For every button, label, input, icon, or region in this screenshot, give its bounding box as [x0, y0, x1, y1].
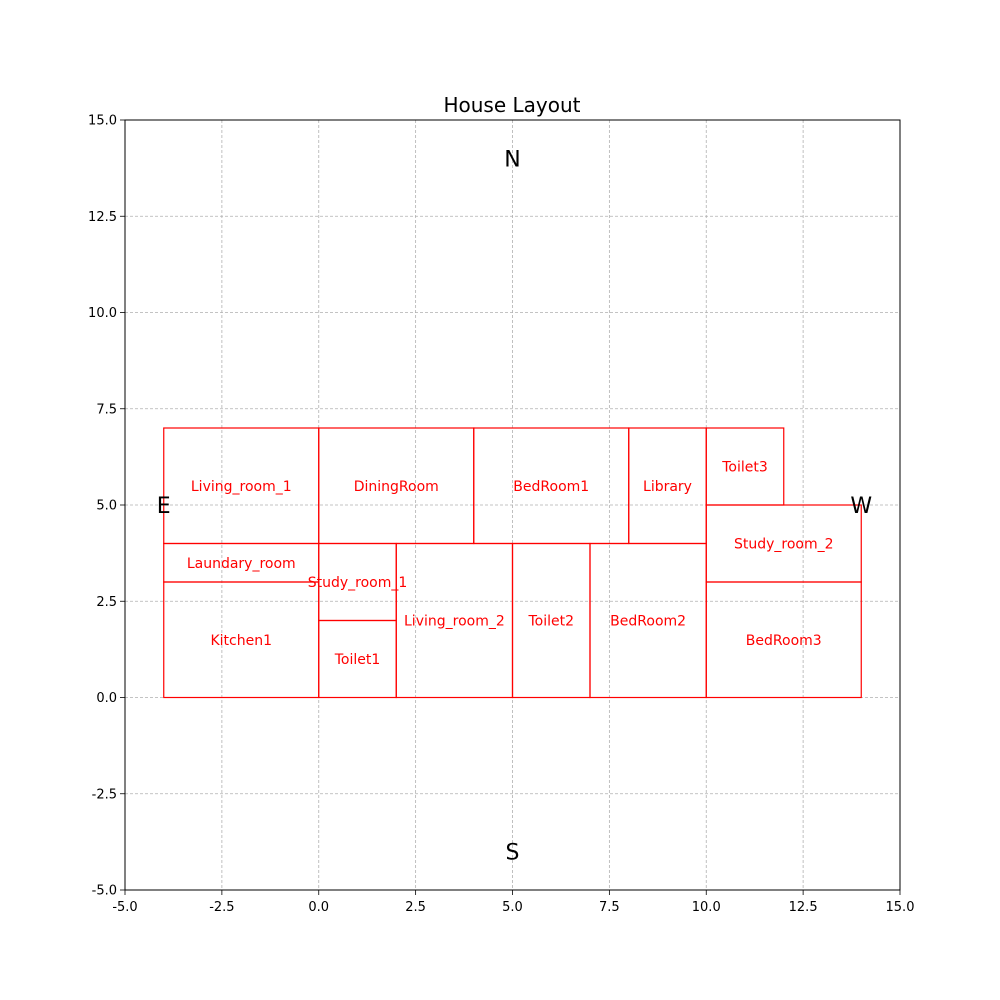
room-toilet1: Toilet1 [318, 619, 397, 699]
room-label: Living_room_1 [191, 479, 292, 495]
room-label: Toilet1 [334, 652, 381, 668]
rooms-layer: Living_room_1 DiningRoom BedRoom1 Library To… [163, 427, 862, 699]
compass-n: N [504, 148, 520, 173]
x-tick-label: 7.5 [599, 900, 620, 915]
room-study-room-2: Study_room_2 [705, 504, 862, 583]
compass-s: S [506, 841, 520, 866]
axis-ticks: -5.0 -2.5 0.0 2.5 5.0 7.5 10.0 12.5 15.0 -5.0 -2.5… [88, 114, 914, 916]
x-tick-label: 12.5 [789, 900, 818, 915]
room-label: Study_room_1 [308, 575, 408, 591]
y-tick-label: 10.0 [88, 306, 117, 321]
room-label: Study_room_2 [734, 537, 834, 553]
room-bedroom2: BedRoom2 [589, 542, 707, 699]
room-study-room-1: Study_room_1 [308, 542, 408, 622]
room-label: BedRoom2 [610, 614, 686, 630]
room-living-room-1: Living_room_1 [163, 427, 320, 545]
room-toilet3: Toilet3 [705, 427, 785, 506]
y-tick-label: 5.0 [96, 499, 117, 514]
room-library: Library [628, 427, 707, 545]
room-laundary-room: Laundary_room [163, 542, 320, 583]
x-tick-label: 0.0 [308, 900, 329, 915]
compass-labels: N S E W [157, 148, 873, 866]
room-kitchen1: Kitchen1 [163, 581, 320, 699]
compass-e: E [157, 494, 171, 519]
room-label: Library [643, 479, 692, 495]
room-toilet2: Toilet2 [511, 542, 591, 699]
x-tick-label: 10.0 [692, 900, 721, 915]
room-living-room-2: Living_room_2 [395, 542, 514, 699]
y-tick-label: -2.5 [92, 787, 117, 802]
room-label: Kitchen1 [210, 633, 272, 649]
plot-frame [124, 119, 901, 891]
chart-title: House Layout [443, 93, 580, 117]
x-tick-label: 15.0 [886, 900, 915, 915]
room-label: Toilet2 [527, 614, 574, 630]
room-label: Living_room_2 [404, 614, 505, 630]
x-tick-label: 5.0 [502, 900, 523, 915]
room-diningroom: DiningRoom [318, 427, 475, 545]
room-label: DiningRoom [354, 479, 439, 495]
compass-w: W [850, 494, 872, 519]
room-label: BedRoom1 [513, 479, 589, 495]
x-tick-label: -2.5 [209, 900, 234, 915]
room-label: Toilet3 [721, 460, 768, 476]
y-tick-label: 2.5 [96, 595, 117, 610]
y-tick-label: 0.0 [96, 691, 117, 706]
y-tick-label: 12.5 [88, 210, 117, 225]
y-tick-label: -5.0 [92, 884, 117, 899]
y-tick-label: 15.0 [88, 114, 117, 129]
room-label: BedRoom3 [746, 633, 822, 649]
room-bedroom1: BedRoom1 [473, 427, 630, 545]
room-label: Laundary_room [187, 556, 296, 572]
x-tick-label: 2.5 [405, 900, 426, 915]
room-bedroom3: BedRoom3 [705, 581, 862, 699]
y-tick-label: 7.5 [96, 402, 117, 417]
x-tick-label: -5.0 [112, 900, 137, 915]
room-outline [705, 581, 862, 699]
